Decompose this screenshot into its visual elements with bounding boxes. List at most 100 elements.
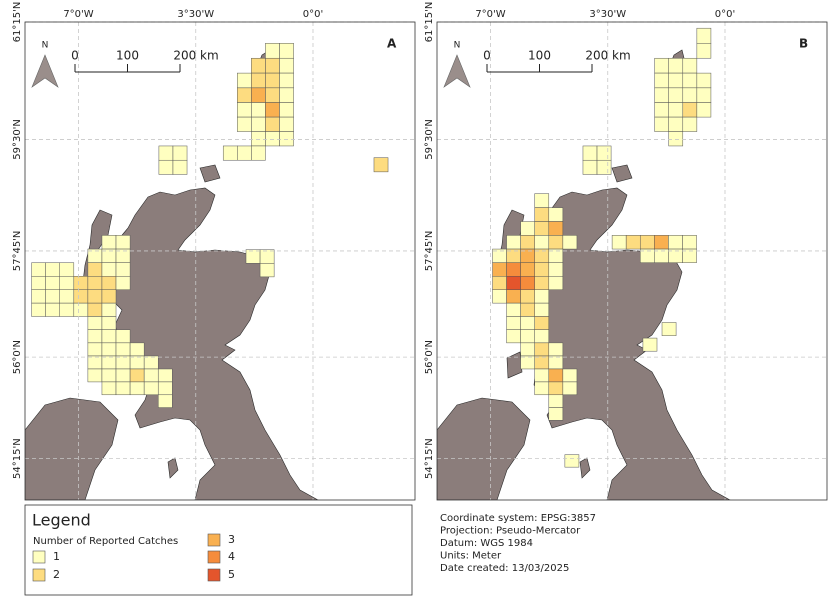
catch-cell: [101, 235, 117, 250]
catch-cell: [548, 407, 564, 421]
catch-cell: [115, 276, 131, 290]
catch-cell: [279, 102, 294, 118]
catch-cell: [682, 57, 698, 74]
catch-cell: [73, 276, 89, 290]
catch-cell: [534, 316, 550, 330]
north-label: N: [42, 41, 49, 51]
lat-tick-label: 54°15'N: [12, 438, 23, 479]
catch-cell: [548, 368, 564, 383]
catch-cell: [492, 262, 507, 277]
catch-cell: [265, 131, 280, 147]
catch-cell: [59, 289, 75, 304]
catch-cell: [158, 145, 174, 161]
catch-cell: [251, 102, 266, 118]
catch-cell: [129, 381, 145, 396]
lat-tick-label: 61°15'N: [12, 2, 23, 43]
catch-cell: [101, 316, 117, 330]
legend-swatch: [207, 533, 221, 547]
catch-cell: [520, 342, 535, 357]
catch-cell: [506, 302, 521, 317]
catch-cell: [548, 355, 564, 370]
catch-cell: [259, 249, 275, 264]
catch-cell: [251, 131, 266, 147]
scale-label: 0: [483, 49, 491, 63]
catch-cell: [31, 302, 46, 317]
catch-cell: [639, 235, 655, 250]
map-frame: [436, 21, 828, 501]
legend-swatch: [207, 568, 221, 582]
catch-cell: [279, 87, 294, 103]
scale-label: 0: [71, 49, 79, 63]
catch-cell: [101, 368, 117, 383]
catch-cell: [506, 329, 521, 344]
catch-cell: [87, 368, 103, 383]
legend-label: 3: [228, 533, 235, 546]
catch-cell: [548, 381, 564, 396]
catch-cell: [520, 355, 535, 370]
catch-cell: [534, 289, 550, 304]
catch-cell: [115, 262, 131, 277]
lat-tick-label: 56°0'N: [424, 340, 435, 374]
catch-cell: [654, 102, 669, 118]
scale-label: 100: [116, 49, 139, 63]
catch-cell: [101, 302, 117, 317]
catch-cell: [611, 235, 627, 250]
map-frame: [24, 21, 416, 501]
lat-tick-label: 57°45'N: [424, 231, 435, 272]
legend-label: 5: [228, 568, 235, 581]
map-info: Datum: WGS 1984: [440, 538, 533, 549]
lon-tick-label: 7°0'W: [475, 9, 505, 20]
catch-cell: [245, 249, 261, 264]
lat-tick-label: 57°45'N: [12, 231, 23, 272]
catch-cell: [73, 302, 89, 317]
catch-cell: [492, 276, 507, 290]
catch-cell: [265, 102, 280, 118]
map-info: Coordinate system: EPSG:3857: [440, 513, 596, 524]
catch-cell: [87, 342, 103, 357]
catch-cell: [265, 43, 280, 59]
catch-cell: [87, 316, 103, 330]
catch-cell: [157, 368, 173, 383]
catch-cell: [668, 116, 684, 132]
catch-cell: [265, 57, 280, 74]
catch-cell: [548, 262, 564, 277]
cells: [492, 27, 712, 468]
catch-cell: [129, 342, 145, 357]
panel-label: A: [387, 37, 397, 51]
catch-cell: [172, 145, 188, 161]
catch-cell: [115, 381, 131, 396]
legend-title: Legend: [32, 511, 91, 530]
lat-tick-label: 59°30'N: [424, 119, 435, 160]
legend-label: 1: [53, 550, 60, 563]
catch-cell: [45, 289, 60, 304]
catch-cell: [696, 87, 712, 103]
catch-cell: [157, 381, 173, 396]
catch-cell: [101, 289, 117, 304]
legend-label: 2: [53, 568, 60, 581]
catch-cell: [548, 221, 564, 236]
catch-cell: [101, 276, 117, 290]
legend-label: 4: [228, 550, 235, 563]
catch-cell: [548, 207, 564, 222]
catch-cell: [506, 276, 521, 290]
catch-cell: [237, 87, 252, 103]
catch-cell: [279, 72, 294, 89]
catch-cell: [101, 262, 117, 277]
catch-cell: [534, 368, 550, 383]
catch-cell: [596, 159, 612, 175]
catch-cell: [87, 276, 103, 290]
lon-tick-label: 0°0': [303, 9, 323, 20]
legend-swatch: [207, 550, 221, 564]
catch-cell: [172, 159, 188, 175]
catch-cell: [45, 276, 60, 290]
catch-cell: [682, 116, 698, 132]
catch-cell: [642, 337, 658, 352]
catch-cell: [668, 57, 684, 74]
north-label: N: [454, 41, 461, 51]
map-panel: 7°0'W 3°30'W 0°0' 61°15'N 59°30'N 57°45'N 56°0…: [424, 2, 828, 501]
catch-cell: [101, 381, 117, 396]
north-arrow: [31, 54, 59, 88]
catch-cell: [251, 72, 266, 89]
cells: [31, 43, 389, 408]
